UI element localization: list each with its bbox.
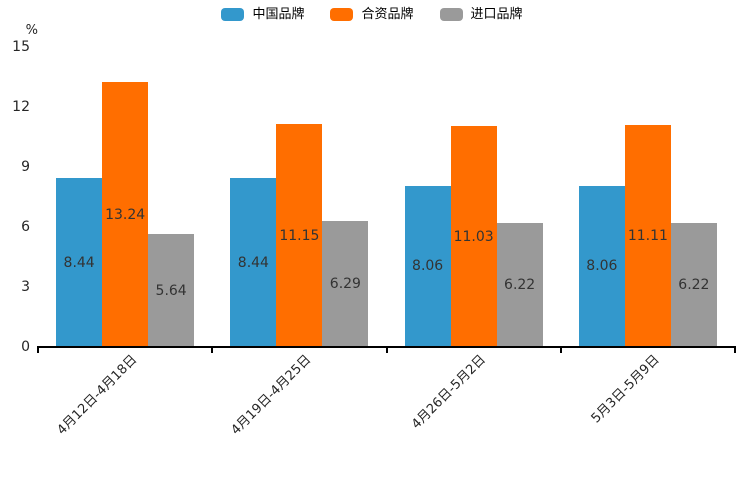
bar: 8.44 bbox=[56, 178, 103, 347]
legend-label: 中国品牌 bbox=[252, 7, 305, 22]
y-tick-label: 9 bbox=[21, 159, 30, 175]
bar: 8.06 bbox=[578, 185, 625, 347]
bar-value-label: 13.24 bbox=[105, 206, 146, 223]
legend-item-2: 进口品牌 bbox=[439, 7, 523, 22]
legend-item-1: 合资品牌 bbox=[330, 7, 414, 22]
y-tick-label: 6 bbox=[21, 219, 30, 235]
x-category-label: 4月26日-5月2日 bbox=[408, 352, 489, 433]
y-tick-label: 3 bbox=[21, 279, 30, 295]
legend: 中国品牌 合资品牌 进口品牌 bbox=[0, 8, 744, 21]
bar-value-label: 11.15 bbox=[279, 227, 320, 244]
x-axis-tick bbox=[734, 348, 736, 353]
bar: 6.22 bbox=[670, 222, 717, 347]
bar-value-label: 8.06 bbox=[586, 258, 618, 275]
legend-item-0: 中国品牌 bbox=[221, 8, 304, 21]
bar-value-label: 11.03 bbox=[453, 228, 494, 245]
y-tick-label: 0 bbox=[21, 339, 30, 355]
x-axis-line bbox=[37, 346, 736, 348]
legend-label: 进口品牌 bbox=[470, 7, 523, 22]
bar: 13.24 bbox=[102, 82, 149, 347]
bar: 8.06 bbox=[404, 185, 451, 347]
bar-value-label: 8.06 bbox=[412, 258, 444, 275]
bar-value-label: 8.44 bbox=[237, 254, 269, 271]
y-tick-label: 12 bbox=[12, 99, 30, 115]
x-axis-tick bbox=[386, 348, 388, 353]
bar: 11.15 bbox=[276, 124, 323, 347]
x-axis-tick bbox=[37, 348, 39, 353]
bar-value-label: 11.11 bbox=[627, 227, 668, 244]
bar: 6.29 bbox=[322, 221, 369, 347]
legend-swatch-icon bbox=[330, 8, 354, 21]
bar: 5.64 bbox=[148, 234, 195, 347]
bar: 11.11 bbox=[624, 124, 671, 347]
x-category-label: 4月19日-4月25日 bbox=[228, 352, 315, 439]
bar-value-label: 8.44 bbox=[63, 254, 95, 271]
legend-swatch-icon bbox=[439, 8, 463, 21]
y-axis-unit-label: % bbox=[25, 23, 38, 38]
bar-value-label: 6.22 bbox=[678, 276, 710, 293]
x-axis-tick bbox=[211, 348, 213, 353]
x-axis-tick bbox=[560, 348, 562, 353]
y-tick-label: 15 bbox=[12, 39, 30, 55]
legend-swatch-icon bbox=[221, 8, 245, 21]
x-category-label: 4月12日-4月18日 bbox=[54, 352, 141, 439]
legend-label: 合资品牌 bbox=[361, 7, 414, 22]
bar-value-label: 6.22 bbox=[504, 276, 536, 293]
bar: 8.44 bbox=[230, 178, 277, 347]
plot-area: 8.44 13.24 5.64 8.44 11.15 6.29 8.06 11.03 6.22 8… bbox=[38, 47, 735, 347]
x-category-label: 5月3日-5月9日 bbox=[588, 352, 663, 427]
bar-value-label: 6.29 bbox=[329, 276, 361, 293]
bar-value-label: 5.64 bbox=[155, 282, 187, 299]
bar: 6.22 bbox=[496, 222, 543, 347]
bar: 11.03 bbox=[450, 126, 497, 347]
